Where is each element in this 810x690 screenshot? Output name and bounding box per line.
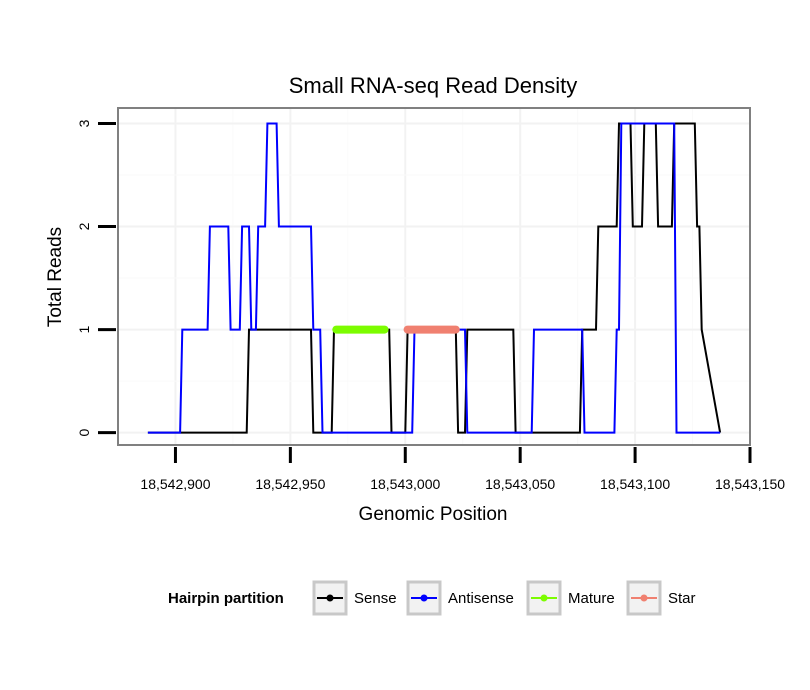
legend-label: Star: [668, 590, 696, 607]
legend-item-sense: Sense: [312, 580, 397, 616]
legend: Hairpin partition Sense Antisense Mature St…: [168, 580, 696, 616]
grid: [118, 108, 751, 445]
legend-key-point: [420, 594, 428, 602]
y-axis: 0 1 2 3: [76, 119, 116, 437]
legend-item-mature: Mature: [526, 580, 615, 616]
series: [147, 122, 722, 434]
plot-panel-border: [117, 107, 751, 446]
y-tick-label: 0: [76, 429, 92, 437]
legend-key-point: [326, 594, 334, 602]
y-tick-label: 3: [76, 119, 92, 127]
legend-label: Antisense: [448, 590, 514, 607]
legend-key-point: [640, 594, 648, 602]
x-tick-label: 18,543,050: [485, 476, 555, 492]
x-tick-label: 18,543,150: [715, 476, 785, 492]
y-tick-label: 2: [76, 222, 92, 230]
x-axis-label: Genomic Position: [359, 504, 508, 525]
x-tick-label: 18,543,000: [370, 476, 440, 492]
legend-key-point: [540, 594, 548, 602]
chart-title: Small RNA-seq Read Density: [289, 73, 578, 98]
y-axis-label: Total Reads: [45, 227, 66, 327]
legend-label: Sense: [354, 590, 397, 607]
x-tick-label: 18,543,100: [600, 476, 670, 492]
series-line-sense: [147, 122, 722, 434]
y-tick-label: 1: [76, 325, 92, 333]
series-line-antisense: [147, 122, 721, 434]
legend-label: Mature: [568, 590, 615, 607]
x-tick-label: 18,542,950: [255, 476, 325, 492]
x-axis: 18,542,900 18,542,950 18,543,000 18,543,050…: [140, 447, 785, 492]
x-tick-label: 18,542,900: [140, 476, 210, 492]
legend-title: Hairpin partition: [168, 590, 284, 607]
legend-item-antisense: Antisense: [406, 580, 514, 616]
legend-item-star: Star: [626, 580, 696, 616]
